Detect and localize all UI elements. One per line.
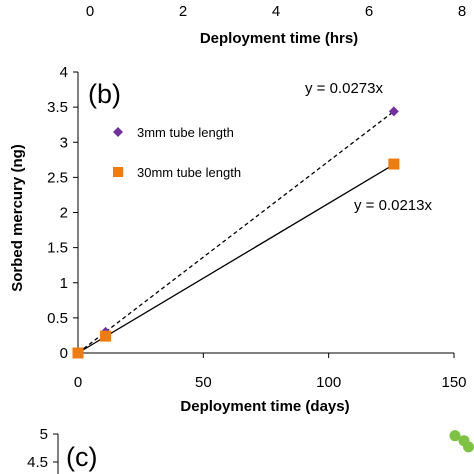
data-point-series-1 bbox=[72, 347, 84, 359]
legend-marker-3mm bbox=[113, 127, 123, 137]
panel-b-x-axis-title: Deployment time (days) bbox=[180, 398, 349, 415]
panel-b-y-tick-label: 3.5 bbox=[47, 99, 68, 116]
legend-box bbox=[102, 118, 270, 190]
panel-b-y-tick-label: 1 bbox=[60, 275, 68, 292]
panel-b-x-tick-label: 100 bbox=[316, 374, 341, 391]
panel-b-x-tick-label: 150 bbox=[441, 374, 466, 391]
panel-c-y-tick-label: 5 bbox=[40, 426, 48, 443]
panel-c: 4.5 5 (c) bbox=[27, 426, 474, 474]
equation-label-3mm: y = 0.0273x bbox=[305, 80, 383, 97]
data-point-series-0 bbox=[388, 106, 399, 117]
panel-b-y-tick-label: 0 bbox=[60, 345, 68, 362]
panel-c-label: (c) bbox=[66, 442, 97, 472]
panel-b-y-tick-label: 2.5 bbox=[47, 169, 68, 186]
panel-a-axis: 0 2 4 6 8 Deployment time (hrs) bbox=[86, 3, 466, 47]
panel-a-x-tick-label: 0 bbox=[86, 3, 94, 20]
data-point-series-1 bbox=[388, 158, 400, 170]
panel-b-y-tick-label: 1.5 bbox=[47, 240, 68, 257]
panel-c-data-point bbox=[463, 441, 474, 453]
panel-b-y-tick-label: 0.5 bbox=[47, 310, 68, 327]
panel-b: 0 0.5 1 1.5 2 2.5 3 3.5 4 0 50 100 150 (b) Deployme… bbox=[9, 64, 467, 415]
panel-b-y-tick-label: 2 bbox=[60, 205, 68, 222]
panel-c-data-point bbox=[449, 430, 461, 442]
panel-a-x-tick-label: 2 bbox=[179, 3, 187, 20]
data-point-series-1 bbox=[100, 330, 112, 342]
panel-c-y-tick-label: 4.5 bbox=[27, 454, 48, 471]
legend: 3mm tube length 30mm tube length bbox=[102, 118, 270, 190]
panel-a-x-tick-label: 6 bbox=[365, 3, 373, 20]
legend-label-3mm: 3mm tube length bbox=[137, 125, 234, 140]
panel-a-x-tick-label: 4 bbox=[272, 3, 280, 20]
panel-a-x-axis-title: Deployment time (hrs) bbox=[200, 30, 358, 47]
panel-b-x-tick-label: 50 bbox=[195, 374, 212, 391]
panel-b-y-tick-label: 3 bbox=[60, 134, 68, 151]
panel-b-y-axis-title: Sorbed mercury (ng) bbox=[9, 144, 26, 292]
panel-a-x-tick-label: 8 bbox=[458, 3, 466, 20]
panel-b-label: (b) bbox=[88, 79, 121, 109]
legend-marker-30mm bbox=[113, 167, 123, 177]
legend-label-30mm: 30mm tube length bbox=[137, 165, 241, 180]
equation-label-30mm: y = 0.0213x bbox=[354, 197, 432, 214]
panel-b-y-tick-label: 4 bbox=[60, 64, 68, 81]
panel-b-x-tick-label: 0 bbox=[74, 374, 82, 391]
trendline-series-0 bbox=[77, 110, 395, 354]
trendline-series-1 bbox=[77, 163, 395, 354]
